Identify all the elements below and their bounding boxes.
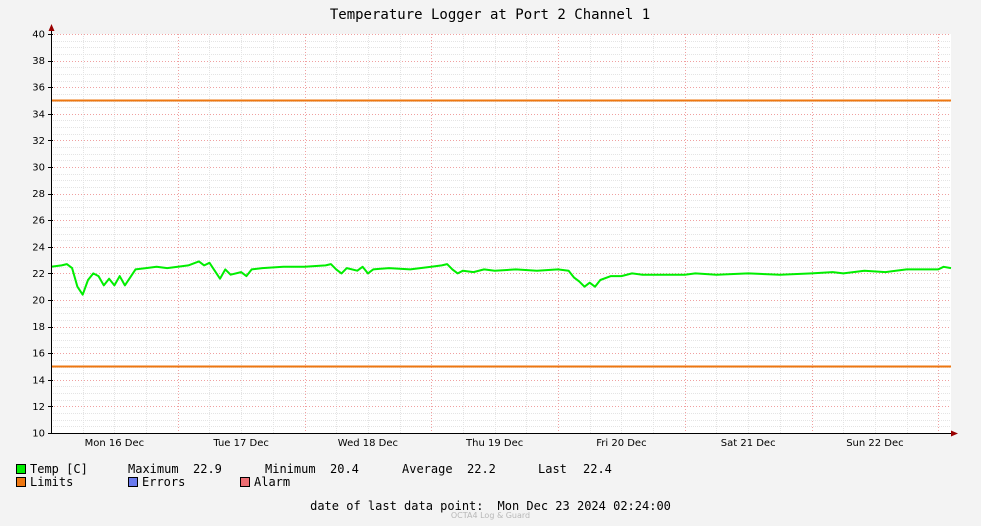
y-axis-arrow [48, 24, 55, 31]
legend-temp-label: Temp [C] [30, 462, 88, 476]
stat-average-label: Average [402, 462, 453, 476]
legend-temp: Temp [C] [16, 463, 88, 476]
y-tick-label: 16 [32, 349, 45, 360]
limit-lines [51, 99, 951, 368]
last-data-point-value: Mon Dec 23 2024 02:24:00 [497, 499, 671, 513]
y-tick-label: 38 [32, 56, 45, 67]
legend-limits: Limits [16, 476, 73, 489]
limits-swatch [16, 477, 26, 487]
y-tick-label: 12 [32, 402, 45, 413]
stat-minimum-value: 20.4 [330, 462, 359, 476]
temp-swatch [16, 464, 26, 474]
stat-last-label: Last [538, 462, 567, 476]
y-tick-label: 14 [32, 375, 45, 386]
x-tick-label: Wed 18 Dec [338, 438, 398, 449]
x-tick-label: Thu 19 Dec [465, 438, 523, 449]
x-tick-label: Tue 17 Dec [212, 438, 269, 449]
series-layer [50, 260, 952, 296]
x-axis-arrow [951, 430, 958, 437]
x-tick-label: Sat 21 Dec [721, 438, 776, 449]
x-tick-label: Fri 20 Dec [596, 438, 646, 449]
x-tick-labels: Mon 16 Dec Tue 17 Dec Wed 18 Dec Thu 19 Dec… [85, 438, 904, 449]
stat-last-value: 22.4 [583, 462, 612, 476]
y-tick-label: 28 [32, 189, 45, 200]
stat-maximum-label: Maximum [128, 462, 179, 476]
temp-series-line [50, 260, 952, 296]
errors-swatch [128, 477, 138, 487]
y-tick-label: 10 [32, 429, 45, 440]
y-tick-label: 36 [32, 83, 45, 94]
y-tick-label: 40 [32, 30, 45, 41]
y-tick-label: 22 [32, 269, 45, 280]
watermark: OCTA4 Log & Guard [450, 511, 531, 520]
legend-alarm: Alarm [240, 476, 290, 489]
x-tick-label: Sun 22 Dec [846, 438, 903, 449]
last-data-point-label: date of last data point: [310, 499, 484, 513]
legend-limits-label: Limits [30, 475, 74, 489]
y-tick-label: 20 [32, 296, 45, 307]
axes [48, 24, 958, 437]
alarm-swatch [240, 477, 250, 487]
y-tick-label: 24 [32, 242, 45, 253]
y-tick-label: 18 [32, 322, 45, 333]
x-tick-label: Mon 16 Dec [85, 438, 145, 449]
legend-errors: Errors [128, 476, 185, 489]
last-data-point: date of last data point: Mon Dec 23 2024 … [0, 499, 981, 513]
stat-minimum-label: Minimum [265, 462, 316, 476]
y-tick-label: 30 [32, 163, 45, 174]
y-tick-label: 32 [32, 136, 45, 147]
chart-title: Temperature Logger at Port 2 Channel 1 [330, 7, 650, 23]
legend-alarm-label: Alarm [254, 475, 291, 489]
stat-average-value: 22.2 [467, 462, 496, 476]
y-tick-labels: 10 12 14 16 18 20 22 24 26 28 30 32 34 36 38 40 [32, 30, 53, 440]
legend-errors-label: Errors [142, 475, 186, 489]
y-tick-label: 34 [32, 109, 45, 120]
y-tick-label: 26 [32, 216, 45, 227]
stat-maximum-value: 22.9 [193, 462, 222, 476]
